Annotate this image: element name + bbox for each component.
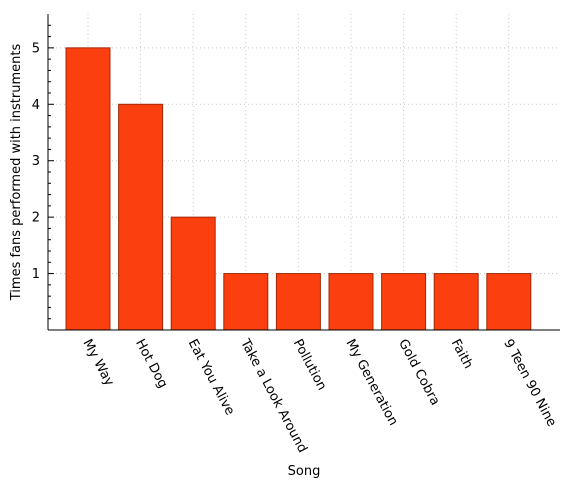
y-ticks: 1 2 3 4 5 xyxy=(32,24,54,320)
y-tick-label: 4 xyxy=(32,98,40,113)
x-tick-label: My Way xyxy=(79,337,116,389)
bar xyxy=(486,273,532,331)
bar xyxy=(223,273,269,331)
bar xyxy=(118,103,164,331)
y-tick-label: 5 xyxy=(32,41,40,56)
x-tick-label: Eat You Alive xyxy=(185,337,238,418)
x-tick-label: Pollution xyxy=(290,337,329,393)
x-ticks: My Way Hot Dog Eat You Alive Take a Look Ar… xyxy=(79,336,558,455)
x-tick-label: Hot Dog xyxy=(132,337,170,391)
x-axis-title: Song xyxy=(288,464,321,479)
y-tick-label: 2 xyxy=(32,211,40,226)
bar xyxy=(433,273,479,331)
bars xyxy=(65,47,532,331)
x-tick-label: 9 Teen 90 Nine xyxy=(500,337,559,429)
x-tick-label: My Generation xyxy=(342,337,400,428)
y-tick-label: 3 xyxy=(32,154,40,169)
x-tick-label: Gold Cobra xyxy=(395,337,442,408)
x-tick-label: Faith xyxy=(448,337,476,372)
bar xyxy=(275,273,321,331)
grid-lines xyxy=(48,14,560,330)
bar xyxy=(328,273,374,331)
bar xyxy=(381,273,427,331)
bar xyxy=(170,216,216,331)
bar xyxy=(65,47,111,331)
y-tick-label: 1 xyxy=(32,267,40,282)
y-axis-title: Times fans performed with instruments xyxy=(9,44,24,302)
